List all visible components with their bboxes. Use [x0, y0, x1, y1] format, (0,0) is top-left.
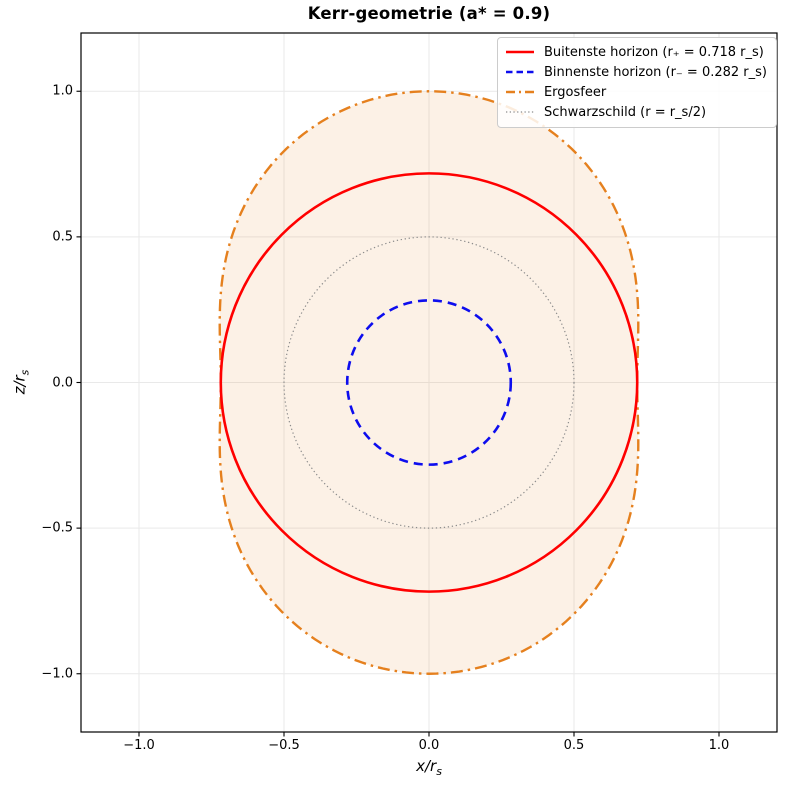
legend-item-outer-horizon: Buitenste horizon (r₊ = 0.718 r_s)	[505, 43, 767, 61]
legend-label-schwarzschild: Schwarzschild (r = r_s/2)	[543, 104, 707, 120]
legend-label-inner-horizon: Binnenste horizon (r₋ = 0.282 r_s)	[543, 64, 767, 80]
legend-item-inner-horizon: Binnenste horizon (r₋ = 0.282 r_s)	[505, 63, 767, 81]
x-tick-label: 1.0	[708, 738, 730, 753]
y-tick-label: −0.5	[41, 520, 73, 536]
legend-swatch-inner-horizon	[505, 70, 534, 74]
y-axis-label: z/rs	[11, 370, 32, 395]
y-axis-label-text: z/r	[10, 375, 29, 395]
legend-item-ergosphere: Ergosfeer	[505, 83, 767, 101]
x-tick-label: −1.0	[123, 738, 155, 753]
outer-horizon-curve	[219, 172, 639, 593]
legend-swatch-schwarzschild	[505, 111, 534, 113]
legend-label-ergosphere: Ergosfeer	[543, 84, 607, 100]
chart-title: Kerr-geometrie (a* = 0.9)	[307, 4, 551, 23]
legend-swatch-outer-horizon	[505, 50, 534, 54]
y-tick-label: 0.5	[52, 229, 73, 245]
inner-horizon-curve	[345, 299, 513, 466]
y-tick-label: −1.0	[41, 666, 73, 682]
y-tick-label: 1.0	[52, 83, 73, 99]
x-axis-label-subscript: s	[436, 765, 442, 778]
x-tick-label: 0.5	[563, 738, 585, 753]
x-tick-label: −0.5	[268, 738, 300, 753]
legend: Buitenste horizon (r₊ = 0.718 r_s) Binnen…	[496, 37, 777, 128]
x-tick-label: 0.0	[418, 738, 440, 753]
schwarzschild-curve	[283, 236, 575, 529]
x-axis-label-text: x/r	[416, 757, 437, 775]
legend-swatch-ergosphere	[505, 90, 534, 94]
legend-label-outer-horizon: Buitenste horizon (r₊ = 0.718 r_s)	[543, 44, 764, 60]
y-tick-label: 0.0	[52, 375, 73, 390]
legend-item-schwarzschild: Schwarzschild (r = r_s/2)	[505, 103, 767, 121]
y-axis-label-subscript: s	[18, 369, 32, 376]
ergosphere-fill	[219, 91, 639, 674]
x-axis-label: x/rs	[81, 757, 777, 778]
